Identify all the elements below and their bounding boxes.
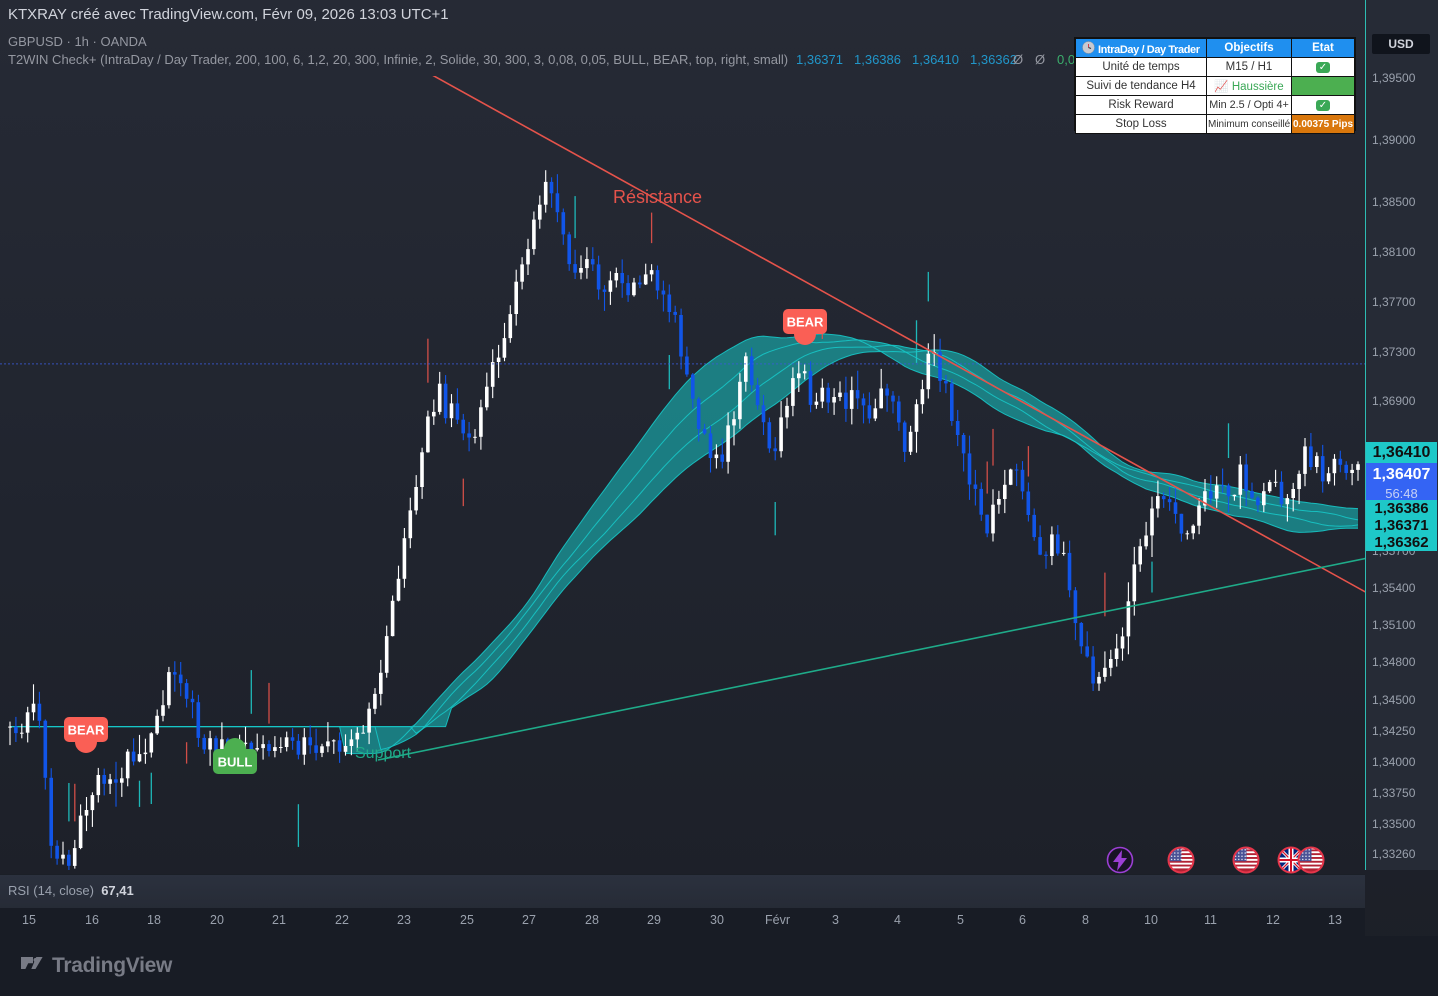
svg-text:Résistance: Résistance [613,187,702,207]
svg-text:BEAR: BEAR [787,315,824,330]
svg-text:BULL: BULL [218,755,253,770]
svg-text:BEAR: BEAR [68,723,105,738]
svg-text:Support: Support [355,745,412,762]
